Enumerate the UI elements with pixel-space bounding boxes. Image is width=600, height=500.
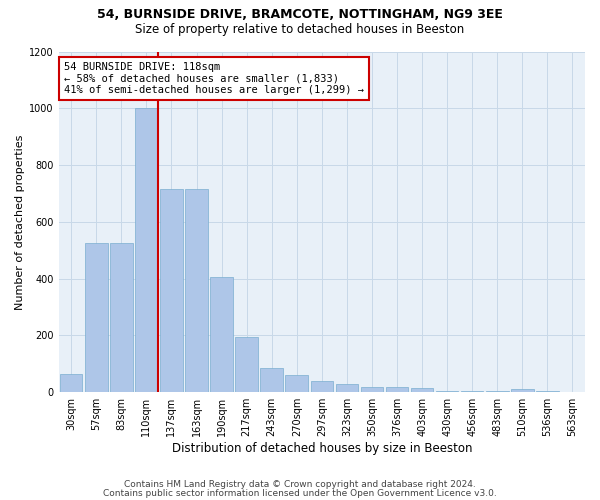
Text: Contains HM Land Registry data © Crown copyright and database right 2024.: Contains HM Land Registry data © Crown c… (124, 480, 476, 489)
Bar (361, 387, 383, 392)
Bar (335, 384, 358, 392)
Bar (185, 189, 208, 392)
Bar (85, 243, 107, 392)
Bar (135, 108, 158, 392)
Bar (235, 337, 258, 392)
Bar (511, 390, 533, 392)
Bar (110, 243, 133, 392)
Text: 54 BURNSIDE DRIVE: 118sqm
← 58% of detached houses are smaller (1,833)
41% of se: 54 BURNSIDE DRIVE: 118sqm ← 58% of detac… (64, 62, 364, 95)
Bar (461, 391, 484, 392)
Bar (286, 375, 308, 392)
Bar (311, 381, 333, 392)
Bar (160, 189, 183, 392)
Text: Contains public sector information licensed under the Open Government Licence v3: Contains public sector information licen… (103, 488, 497, 498)
Bar (436, 391, 458, 392)
X-axis label: Distribution of detached houses by size in Beeston: Distribution of detached houses by size … (172, 442, 472, 455)
Bar (386, 387, 408, 392)
Y-axis label: Number of detached properties: Number of detached properties (15, 134, 25, 310)
Bar (60, 374, 82, 392)
Bar (210, 277, 233, 392)
Bar (486, 391, 509, 392)
Text: 54, BURNSIDE DRIVE, BRAMCOTE, NOTTINGHAM, NG9 3EE: 54, BURNSIDE DRIVE, BRAMCOTE, NOTTINGHAM… (97, 8, 503, 20)
Bar (260, 368, 283, 392)
Bar (536, 391, 559, 392)
Text: Size of property relative to detached houses in Beeston: Size of property relative to detached ho… (136, 22, 464, 36)
Bar (411, 388, 433, 392)
